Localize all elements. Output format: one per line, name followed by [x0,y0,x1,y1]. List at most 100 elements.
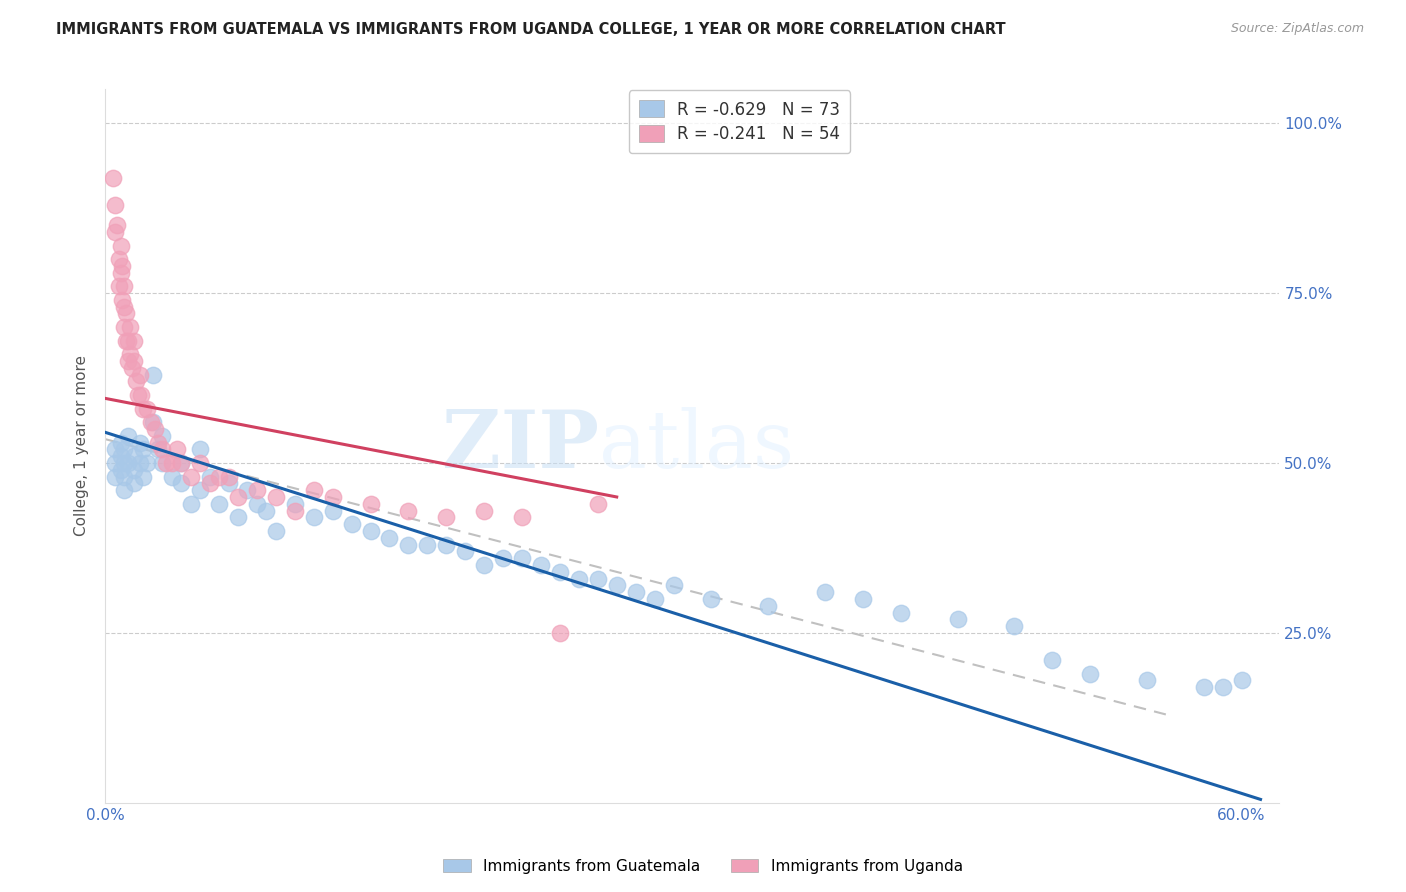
Point [111,259,134,273]
Point [160,469,183,483]
Point [946,612,969,626]
Point [492,551,515,566]
Point [264,490,287,504]
Point [120,320,142,334]
Point [111,293,134,307]
Point [120,347,142,361]
Point [188,442,211,457]
Point [112,279,135,293]
Point [226,510,249,524]
Text: IMMIGRANTS FROM GUATEMALA VS IMMIGRANTS FROM UGANDA COLLEGE, 1 YEAR OR MORE CORR: IMMIGRANTS FROM GUATEMALA VS IMMIGRANTS … [56,22,1005,37]
Point [226,490,249,504]
Point [1040,653,1063,667]
Point [264,524,287,538]
Point [115,306,138,320]
Point [101,170,124,185]
Point [246,497,269,511]
Point [188,456,211,470]
Point [112,483,135,498]
Point [396,537,419,551]
Text: ZIP: ZIP [441,407,599,485]
Point [586,497,609,511]
Point [472,503,495,517]
Legend: R = -0.629   N = 73, R = -0.241   N = 54: R = -0.629 N = 73, R = -0.241 N = 54 [628,90,851,153]
Legend: Immigrants from Guatemala, Immigrants from Uganda: Immigrants from Guatemala, Immigrants fr… [437,853,969,880]
Point [302,483,325,498]
Point [530,558,553,572]
Point [302,510,325,524]
Point [1230,673,1253,688]
Point [148,442,170,457]
Point [112,320,135,334]
Text: atlas: atlas [599,407,793,485]
Point [110,435,132,450]
Point [322,503,344,517]
Point [170,456,193,470]
Point [107,279,129,293]
Point [416,537,439,551]
Point [510,551,533,566]
Point [378,531,401,545]
Point [104,469,127,483]
Point [148,435,170,450]
Point [105,218,128,232]
Point [434,537,457,551]
Point [814,585,837,599]
Point [139,415,162,429]
Point [142,368,165,382]
Point [1192,680,1215,694]
Point [170,476,193,491]
Point [160,456,183,470]
Point [1212,680,1234,694]
Point [322,490,344,504]
Point [624,585,647,599]
Point [122,354,145,368]
Point [112,442,135,457]
Point [284,497,307,511]
Point [434,510,457,524]
Point [107,252,129,266]
Point [104,198,127,212]
Point [396,503,419,517]
Point [208,469,231,483]
Point [180,497,202,511]
Point [110,266,132,280]
Point [128,368,150,382]
Point [122,476,145,491]
Point [150,442,173,457]
Point [121,360,143,375]
Point [143,422,166,436]
Point [198,469,221,483]
Point [188,483,211,498]
Point [104,456,127,470]
Point [606,578,628,592]
Point [117,334,139,348]
Point [136,456,159,470]
Point [548,565,571,579]
Point [122,463,145,477]
Point [112,300,135,314]
Point [128,435,150,450]
Point [110,463,132,477]
Point [1136,673,1159,688]
Point [246,483,269,498]
Point [115,334,138,348]
Point [568,572,591,586]
Point [218,476,240,491]
Point [117,354,139,368]
Point [128,456,150,470]
Point [170,456,193,470]
Text: Source: ZipAtlas.com: Source: ZipAtlas.com [1230,22,1364,36]
Point [150,429,173,443]
Point [104,225,127,239]
Point [132,401,155,416]
Point [254,503,277,517]
Point [360,524,382,538]
Point [112,469,135,483]
Point [890,606,912,620]
Point [112,456,135,470]
Point [208,497,231,511]
Point [510,510,533,524]
Point [131,388,153,402]
Point [1078,666,1101,681]
